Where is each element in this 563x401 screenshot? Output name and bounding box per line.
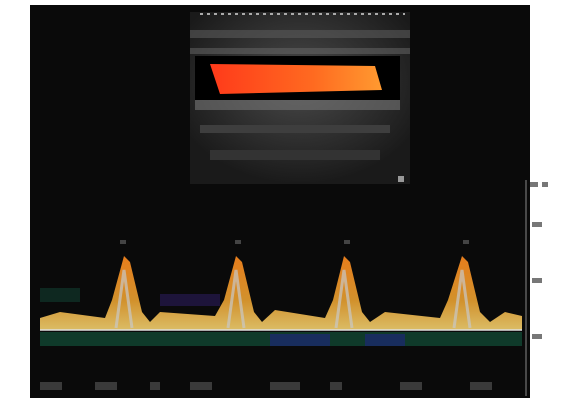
tissue-layer <box>190 48 410 54</box>
time-mark <box>95 382 117 390</box>
focus-marker <box>398 176 404 182</box>
time-mark <box>190 382 212 390</box>
time-mark <box>40 382 62 390</box>
scale-mark <box>530 182 538 187</box>
envelope-trace <box>114 269 472 329</box>
noise-patch <box>40 288 80 302</box>
color-flow <box>210 64 382 94</box>
velocity-scale <box>525 180 548 396</box>
beat-marker <box>463 240 469 244</box>
time-mark <box>270 382 300 390</box>
tissue-layer <box>195 100 400 110</box>
tissue-layer <box>210 150 380 160</box>
tissue-layer <box>190 30 410 38</box>
beat-marker <box>344 240 350 244</box>
tissue-layer <box>200 125 390 133</box>
beat-marker <box>235 240 241 244</box>
noise-patch <box>270 334 330 346</box>
noise-patch <box>365 334 405 346</box>
scale-mark <box>532 278 542 283</box>
scale-mark <box>542 182 548 187</box>
noise-patch <box>160 294 220 306</box>
doppler-spectrum <box>40 256 522 330</box>
scale-mark <box>532 222 542 227</box>
scale-mark <box>532 334 542 339</box>
beat-markers <box>120 240 469 244</box>
time-mark <box>470 382 492 390</box>
time-strip <box>40 382 492 390</box>
time-mark <box>330 382 342 390</box>
b-mode-image <box>190 12 410 184</box>
time-mark <box>150 382 160 390</box>
time-mark <box>400 382 422 390</box>
spectral-doppler <box>40 240 522 346</box>
beat-marker <box>120 240 126 244</box>
